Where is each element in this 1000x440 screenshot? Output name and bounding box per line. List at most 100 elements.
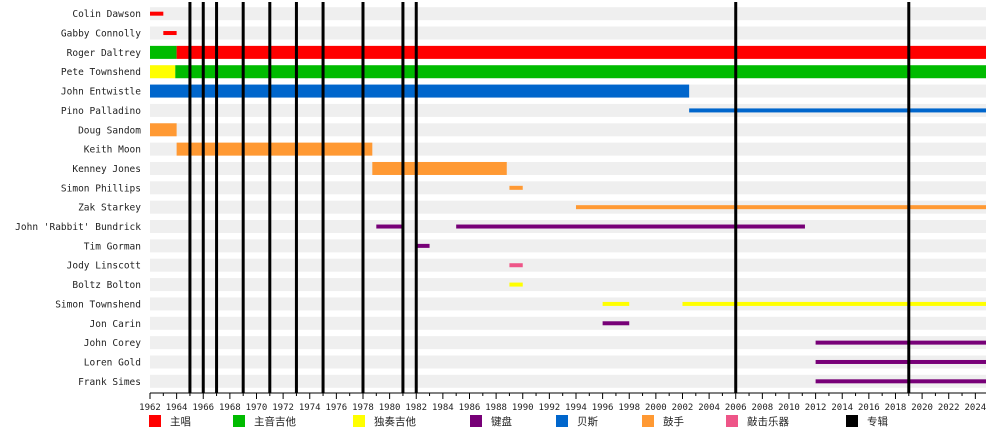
x-tick-label: 2020	[911, 403, 933, 413]
x-tick-label: 1990	[512, 403, 534, 413]
x-tick-label: 1964	[166, 403, 188, 413]
x-tick-label: 1986	[459, 403, 481, 413]
x-tick-label: 1974	[299, 403, 321, 413]
x-tick-label: 1994	[565, 403, 587, 413]
x-tick-label: 2004	[698, 403, 720, 413]
row-stripe	[150, 239, 986, 253]
x-tick-label: 1980	[379, 403, 401, 413]
membership-bar-keyboards	[376, 224, 403, 229]
membership-bar-keyboards	[602, 321, 630, 326]
x-tick-label: 2024	[965, 403, 987, 413]
x-tick-label: 1982	[405, 403, 427, 413]
legend: 主唱 主音吉他 独奏吉他 键盘 贝斯 鼓手 敲击乐器 专辑	[149, 415, 888, 428]
membership-bar-drums	[509, 185, 523, 190]
row-stripe	[150, 123, 986, 137]
legend-label: 键盘	[491, 415, 512, 428]
x-tick-label: 2000	[645, 403, 667, 413]
membership-bar-keyboards	[815, 379, 986, 384]
x-axis: 1962 1964 1966 1968 1970 1972 1974 1976 1978 1980…	[139, 392, 987, 413]
row-stripe	[150, 7, 986, 21]
x-tick-label: 1962	[139, 403, 161, 413]
membership-bar-drums	[372, 161, 507, 175]
legend-label: 主唱	[170, 416, 191, 428]
legend-swatch-bass	[556, 415, 568, 427]
x-tick-label: 1992	[539, 403, 561, 413]
x-tick-label: 1970	[246, 403, 268, 413]
member-name-label: John Entwistle	[61, 87, 141, 98]
membership-bar-keyboards	[815, 340, 986, 345]
membership-bar-keyboards	[815, 359, 986, 364]
legend-label: 专辑	[867, 415, 888, 428]
member-name-label: John 'Rabbit' Bundrick	[15, 222, 141, 233]
x-tick-label: 1984	[432, 403, 454, 413]
member-name-label: Colin Dawson	[72, 9, 141, 20]
row-stripe	[150, 103, 986, 117]
x-tick-label: 2016	[858, 403, 880, 413]
x-tick-label: 2012	[805, 403, 827, 413]
row-stripe	[150, 161, 986, 175]
row-stripe	[150, 26, 986, 40]
row-stripe	[150, 200, 986, 214]
member-name-label: Loren Gold	[84, 357, 141, 368]
x-tick-label: 1972	[272, 403, 294, 413]
membership-bar-lead-guitar	[682, 301, 986, 306]
legend-swatch-drums	[642, 415, 654, 427]
x-tick-label: 1976	[326, 403, 348, 413]
legend-label: 鼓手	[663, 415, 684, 428]
membership-bar-bass	[689, 108, 986, 113]
member-name-label: Keith Moon	[84, 145, 141, 156]
x-tick-label: 2014	[831, 403, 853, 413]
membership-bar-rhythm-guitar	[150, 45, 177, 59]
row-stripe	[150, 297, 986, 311]
row-backgrounds	[150, 7, 986, 388]
album-lines	[188, 2, 911, 393]
legend-swatch-keyboards	[470, 415, 482, 427]
x-tick-label: 1978	[352, 403, 374, 413]
legend-swatch-lead-guitar	[353, 415, 365, 427]
member-name-label: Jon Carin	[90, 319, 141, 330]
x-tick-label: 1996	[592, 403, 614, 413]
row-stripe	[150, 258, 986, 272]
membership-bar-lead-vocals	[176, 45, 986, 59]
member-name-label: Pete Townshend	[61, 67, 141, 78]
membership-bar-lead-guitar	[509, 282, 523, 287]
x-tick-label: 2008	[752, 403, 774, 413]
membership-bar-lead-vocals	[150, 11, 164, 16]
member-name-label: Simon Townshend	[55, 299, 141, 310]
legend-label: 敲击乐器	[747, 415, 789, 428]
row-stripe	[150, 278, 986, 292]
membership-bar-rhythm-guitar	[175, 65, 987, 79]
member-name-label: Roger Daltrey	[67, 48, 142, 59]
member-name-label: Zak Starkey	[78, 203, 141, 214]
member-name-label: Kenney Jones	[72, 164, 141, 175]
x-tick-label: 1988	[485, 403, 507, 413]
row-stripe	[150, 336, 986, 350]
x-tick-label: 2018	[885, 403, 907, 413]
legend-swatch-percussion	[726, 415, 738, 427]
member-name-label: John Corey	[84, 338, 141, 349]
x-tick-label: 1966	[192, 403, 214, 413]
membership-bar-drums	[575, 205, 986, 210]
membership-bar-keyboards	[416, 243, 430, 248]
membership-bar-drums	[150, 123, 177, 137]
membership-bar-bass	[150, 84, 690, 98]
membership-bar-keyboards	[456, 224, 805, 229]
membership-bar-lead-vocals	[163, 31, 177, 36]
membership-bar-percussion	[509, 263, 523, 268]
membership-bar-lead-guitar	[150, 65, 176, 79]
member-name-label: Jody Linscott	[67, 261, 141, 272]
member-name-label: Gabby Connolly	[61, 29, 141, 40]
membership-bar-lead-guitar	[602, 301, 630, 306]
legend-swatch-lead-vocals	[149, 415, 161, 427]
member-name-label: Simon Phillips	[61, 183, 141, 194]
legend-swatch-albums	[846, 415, 858, 427]
x-tick-label: 2006	[725, 403, 747, 413]
x-tick-label: 1998	[618, 403, 640, 413]
row-stripe	[150, 316, 986, 330]
x-tick-label: 2010	[778, 403, 800, 413]
member-name-label: Doug Sandom	[78, 125, 141, 136]
row-stripe	[150, 181, 986, 195]
x-tick-label: 2002	[672, 403, 694, 413]
member-name-label: Frank Simes	[78, 377, 141, 388]
